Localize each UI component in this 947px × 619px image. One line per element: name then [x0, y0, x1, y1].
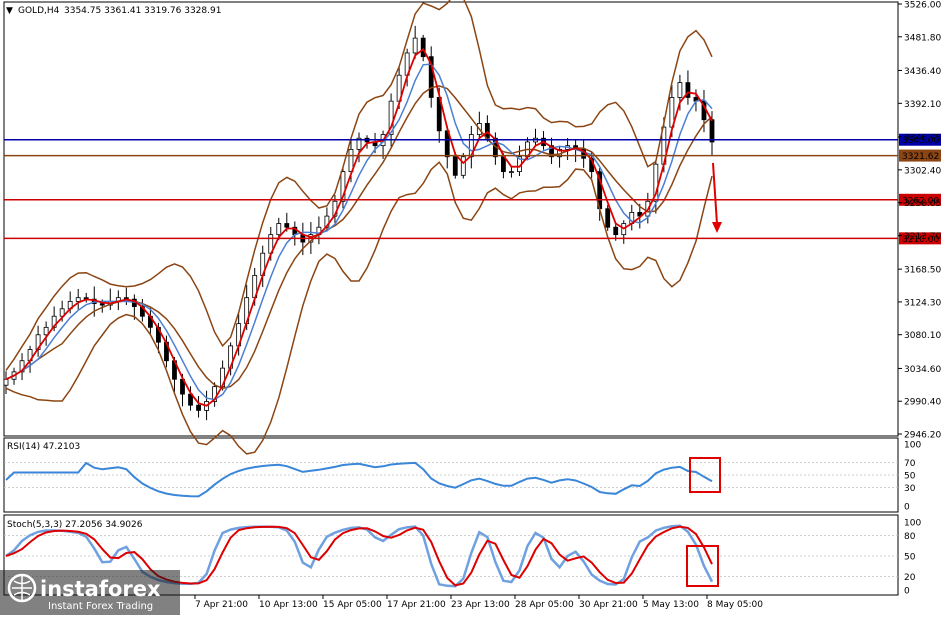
price-tick-label: 2990.40 [904, 398, 941, 408]
candle-body [412, 37, 418, 54]
rsi-tick-label: 30 [904, 484, 916, 494]
stoch-tick-label: 0 [904, 587, 910, 597]
symbol-title: GOLD,H4 [18, 6, 60, 16]
candle-body [452, 156, 458, 176]
candle-body [685, 82, 691, 98]
rsi-line [5, 461, 713, 498]
stoch-tick-label: 80 [904, 532, 916, 542]
instaforex-logo: instaforex Instant Forex Trading [0, 570, 180, 615]
candle-body [212, 386, 217, 402]
time-tick-label: 28 Apr 05:00 [515, 600, 574, 610]
stoch-tick-label: 50 [904, 553, 916, 563]
time-tick-label: 10 Apr 13:00 [259, 600, 318, 610]
rsi-tick-label: 100 [904, 441, 921, 451]
price-tick-label: 3124.30 [904, 298, 941, 308]
candle-body [99, 303, 105, 306]
rsi-layer [4, 461, 898, 498]
price-tick-label: 3481.80 [904, 33, 941, 43]
logo-brand: instaforex [40, 577, 161, 601]
price-tick-label: 2946.20 [904, 431, 941, 441]
stoch-highlight-box [686, 545, 719, 587]
price-tick-label: 3258.05 [904, 199, 941, 209]
price-layer [3, 0, 898, 455]
candle-body [484, 123, 490, 139]
level-label-3321.62: 3321.62 [902, 152, 939, 162]
candle-body [509, 171, 514, 174]
level-tag-3343.00 [899, 133, 941, 146]
price-pane[interactable] [3, 1, 899, 437]
time-tick-label: 30 Apr 21:00 [579, 600, 638, 610]
logo-globe-icon [7, 573, 37, 603]
candle-body [3, 378, 9, 386]
rsi-highlight-box [689, 457, 721, 493]
candle-body [388, 100, 394, 135]
price-tick-label: 3213.70 [904, 232, 941, 242]
chart-menu-icon[interactable]: ▼ [6, 6, 13, 16]
level-label-3343.00: 3343.00 [902, 136, 939, 146]
price-tick-label: 3034.60 [904, 365, 941, 375]
candle-body [605, 208, 611, 228]
time-tick-label: 8 May 05:00 [707, 600, 763, 610]
time-tick-label: 23 Apr 13:00 [451, 600, 510, 610]
price-tick-label: 3302.40 [904, 166, 941, 176]
rsi-title: RSI(14) 47.2103 [7, 442, 80, 452]
ma-slow-line [5, 63, 713, 401]
bollinger-upper-line [5, 0, 713, 371]
stoch-title: Stoch(5,3,3) 27.2056 34.9026 [7, 520, 143, 530]
level-tag-3262.00 [899, 193, 941, 206]
candle-body [420, 37, 426, 58]
candle-body [276, 223, 282, 236]
candle-body [653, 163, 659, 202]
level-tag-3321.62 [899, 149, 941, 162]
candle-body [460, 156, 466, 176]
candle-body [348, 148, 354, 173]
candle-body [468, 134, 474, 158]
ma-fast-line [5, 47, 713, 407]
candle-body [549, 145, 554, 158]
rsi-tick-label: 70 [904, 459, 916, 469]
time-tick-label: 7 Apr 21:00 [195, 600, 248, 610]
time-tick-label: 17 Apr 21:00 [387, 600, 446, 610]
stoch-tick-label: 100 [904, 519, 921, 529]
time-tick-label: 5 May 13:00 [643, 600, 699, 610]
candle-body [428, 56, 434, 98]
level-label-3262.00: 3262.00 [902, 196, 939, 206]
ohlc-readout: 3354.75 3361.41 3319.76 3328.91 [64, 6, 221, 16]
level-label-3210.00: 3210.00 [902, 235, 939, 245]
down-arrow-annotation [712, 162, 722, 233]
candle-body [196, 404, 201, 411]
axis-layer: 3343.00 3321.62 3262.00 3210.00 3526.00 3481.… [194, 1, 941, 610]
candle-body [356, 137, 362, 150]
price-tick-label: 3346.75 [904, 133, 941, 143]
candle-body [709, 119, 715, 143]
level-tag-3210.00 [899, 232, 941, 245]
candle-body [677, 82, 683, 98]
price-tick-label: 3080.10 [904, 331, 941, 341]
logo-tagline: Instant Forex Trading [48, 601, 153, 612]
time-tick-label: 15 Apr 05:00 [323, 600, 382, 610]
candle-body [340, 171, 346, 202]
candle-body [284, 223, 290, 228]
bollinger-lower-line [5, 161, 713, 455]
price-tick-label: 3168.50 [904, 266, 941, 276]
price-tick-label: 3526.00 [904, 1, 941, 11]
candle-body [19, 360, 25, 373]
stoch-tick-label: 20 [904, 573, 916, 583]
rsi-tick-label: 50 [904, 472, 916, 482]
price-tick-label: 3392.10 [904, 100, 941, 110]
stoch-signal-line [5, 525, 713, 587]
rsi-tick-label: 0 [904, 503, 910, 513]
candle-body [43, 326, 49, 336]
price-tick-label: 3436.40 [904, 67, 941, 77]
candle-body [75, 297, 81, 302]
candle-body [613, 226, 619, 236]
